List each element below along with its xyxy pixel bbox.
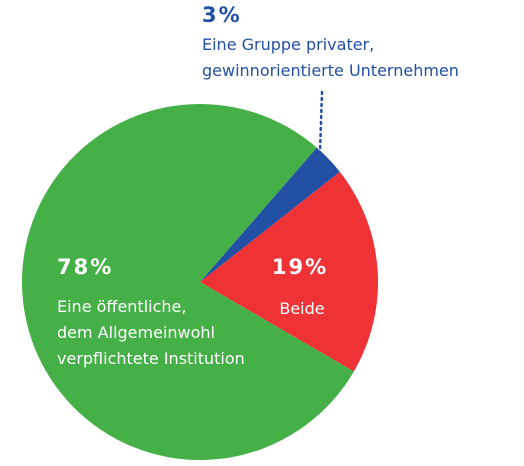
slice-label: Beide xyxy=(279,299,324,318)
pie xyxy=(21,104,378,461)
slice-label: gewinnorientierte Unternehmen xyxy=(202,61,459,80)
value-label: 19% xyxy=(272,255,328,279)
leader-line xyxy=(318,90,324,154)
value-label: 78% xyxy=(57,255,113,279)
slice-label: Eine öffentliche, xyxy=(57,297,186,316)
value-label: 3% xyxy=(202,3,242,27)
slice-label: verpflichtete Institution xyxy=(57,349,245,368)
pie-slice xyxy=(21,104,354,461)
labels: 3% Eine Gruppe privater, gewinnorientierte… xyxy=(57,3,459,368)
pie-slice xyxy=(200,171,378,372)
slice-label: dem Allgemeinwohl xyxy=(57,323,215,342)
pie-slice xyxy=(200,147,340,282)
slice-label: Eine Gruppe privater, xyxy=(202,35,374,54)
